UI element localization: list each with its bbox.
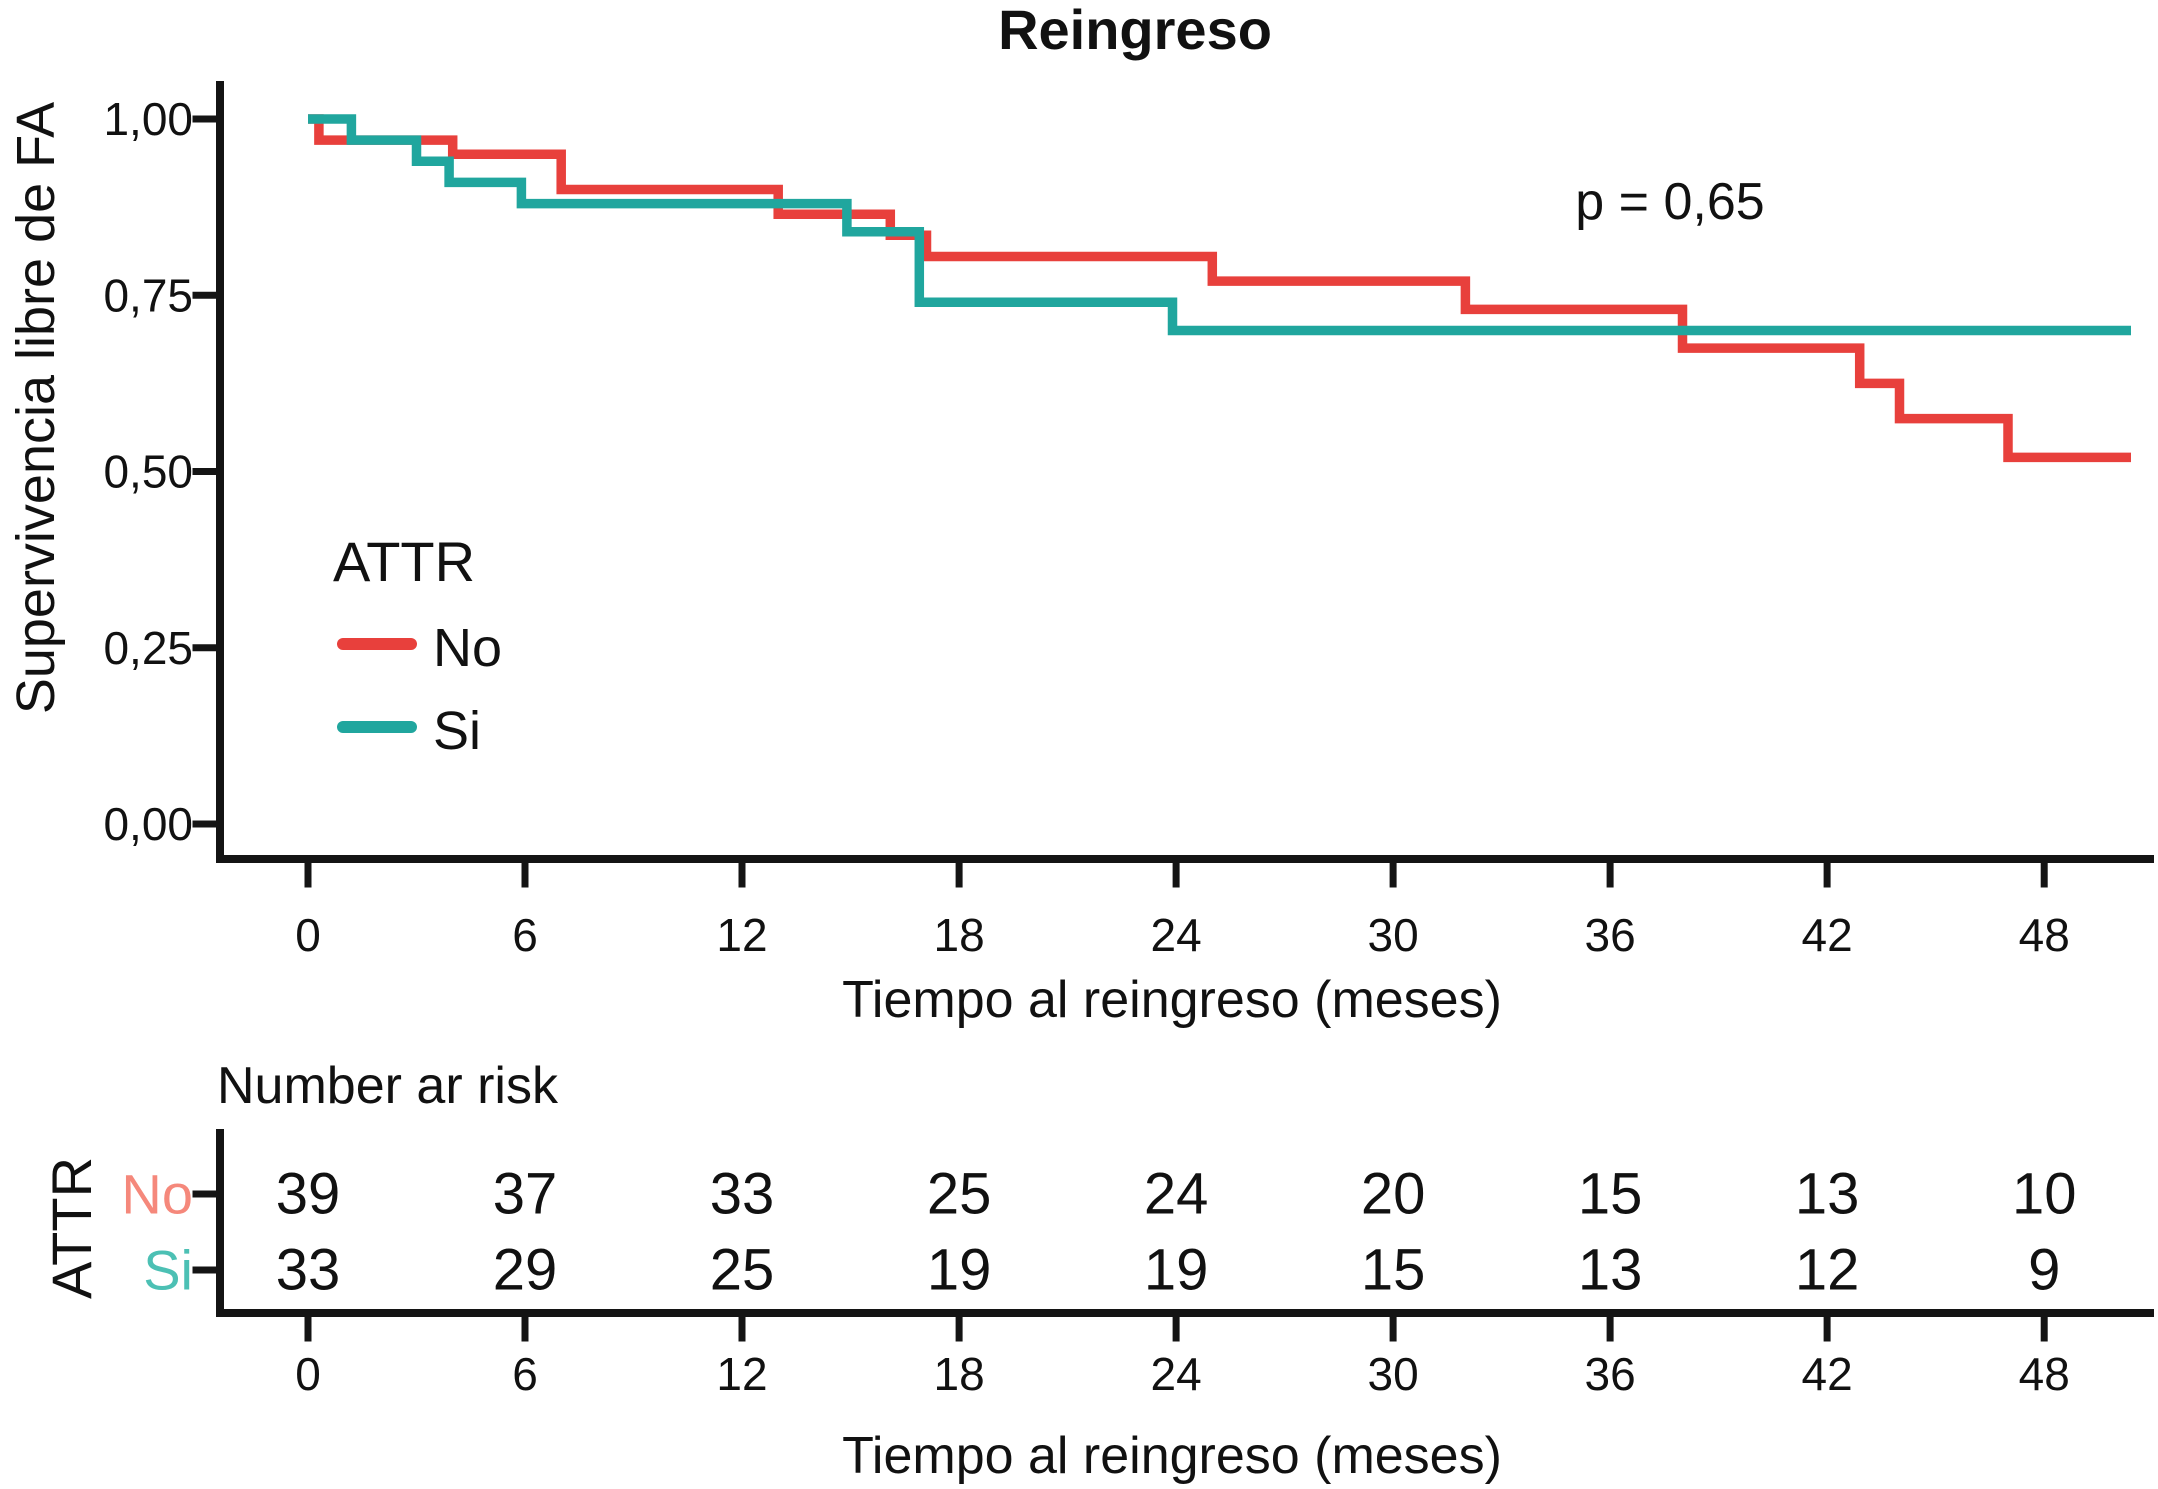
risk-x-tick-label: 24	[1151, 1348, 1202, 1400]
risk-x-tick-label: 36	[1585, 1348, 1636, 1400]
x-tick-label: 18	[934, 909, 985, 961]
x-tick-label: 24	[1151, 909, 1202, 961]
km-curve-no	[308, 114, 2131, 463]
risk-value: 13	[1578, 1238, 1643, 1303]
legend-swatch-no	[337, 638, 417, 650]
risk-value: 33	[710, 1162, 775, 1227]
risk-value: 15	[1578, 1162, 1643, 1227]
risk-x-axis-title: Tiempo al reingreso (meses)	[842, 1427, 1502, 1485]
risk-table-header: Number ar risk	[217, 1057, 558, 1115]
risk-value: 24	[1144, 1162, 1209, 1227]
risk-value: 25	[927, 1162, 992, 1227]
km-curve-si	[308, 114, 2131, 336]
legend-swatch-si	[337, 721, 417, 733]
x-tick-label: 30	[1368, 909, 1419, 961]
y-tick-label: 0,75	[103, 269, 193, 321]
risk-value: 33	[276, 1238, 341, 1303]
risk-value: 20	[1361, 1162, 1426, 1227]
x-tick-label: 12	[716, 909, 767, 961]
risk-value: 29	[493, 1238, 558, 1303]
x-tick-label: 48	[2019, 909, 2070, 961]
risk-x-tick-label: 30	[1368, 1348, 1419, 1400]
risk-value: 13	[1795, 1162, 1860, 1227]
x-tick-label: 36	[1585, 909, 1636, 961]
x-tick-label: 42	[1802, 909, 1853, 961]
risk-value: 19	[927, 1238, 992, 1303]
chart-title: Reingreso	[998, 0, 1272, 61]
y-tick-label: 0,50	[103, 446, 193, 498]
y-axis-title: Supervivencia libre de FA	[6, 101, 66, 715]
y-tick-label: 1,00	[103, 93, 193, 145]
risk-row-label-no: No	[121, 1163, 193, 1226]
risk-value: 15	[1361, 1238, 1426, 1303]
risk-x-tick-label: 48	[2019, 1348, 2070, 1400]
risk-value: 19	[1144, 1238, 1209, 1303]
risk-value: 39	[276, 1162, 341, 1227]
risk-x-tick-label: 18	[934, 1348, 985, 1400]
risk-x-tick-label: 12	[716, 1348, 767, 1400]
p-value-annotation: p = 0,65	[1575, 173, 1765, 231]
risk-x-tick-label: 0	[295, 1348, 321, 1400]
x-tick-label: 6	[512, 909, 538, 961]
y-tick-label: 0,00	[103, 798, 193, 850]
risk-table-group-label: ATTR	[40, 1156, 103, 1300]
legend-title: ATTR	[333, 530, 476, 593]
legend-label-si: Si	[433, 701, 482, 761]
risk-value: 12	[1795, 1238, 1860, 1303]
risk-row-label-si: Si	[143, 1239, 193, 1302]
risk-value: 9	[2028, 1238, 2060, 1303]
legend-label-no: No	[433, 618, 503, 678]
risk-value: 25	[710, 1238, 775, 1303]
risk-x-tick-label: 42	[1802, 1348, 1853, 1400]
x-tick-label: 0	[295, 909, 321, 961]
risk-x-tick-label: 6	[512, 1348, 538, 1400]
x-axis-title: Tiempo al reingreso (meses)	[842, 971, 1502, 1029]
risk-value: 10	[2012, 1162, 2077, 1227]
y-tick-label: 0,25	[103, 622, 193, 674]
risk-value: 37	[493, 1162, 558, 1227]
